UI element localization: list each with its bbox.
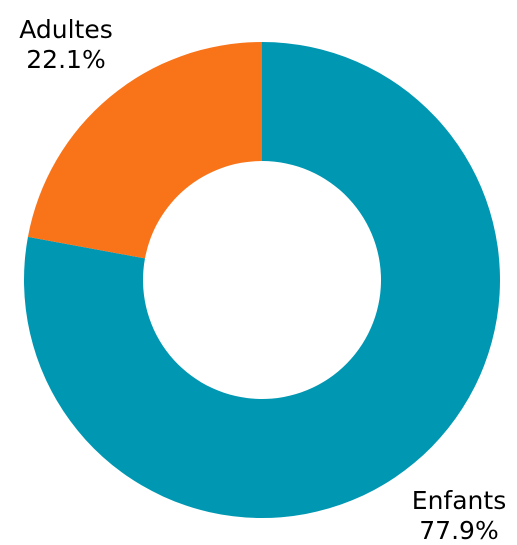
donut-slices bbox=[24, 42, 501, 519]
donut-slice-enfants bbox=[24, 42, 501, 519]
slice-label-adultes-percent: 22.1% bbox=[26, 45, 105, 74]
donut-slice-adultes bbox=[27, 42, 263, 259]
slice-label-enfants-percent: 77.9% bbox=[419, 516, 498, 545]
slice-label-enfants-name: Enfants bbox=[412, 486, 506, 515]
slice-label-adultes-name: Adultes bbox=[19, 15, 113, 44]
